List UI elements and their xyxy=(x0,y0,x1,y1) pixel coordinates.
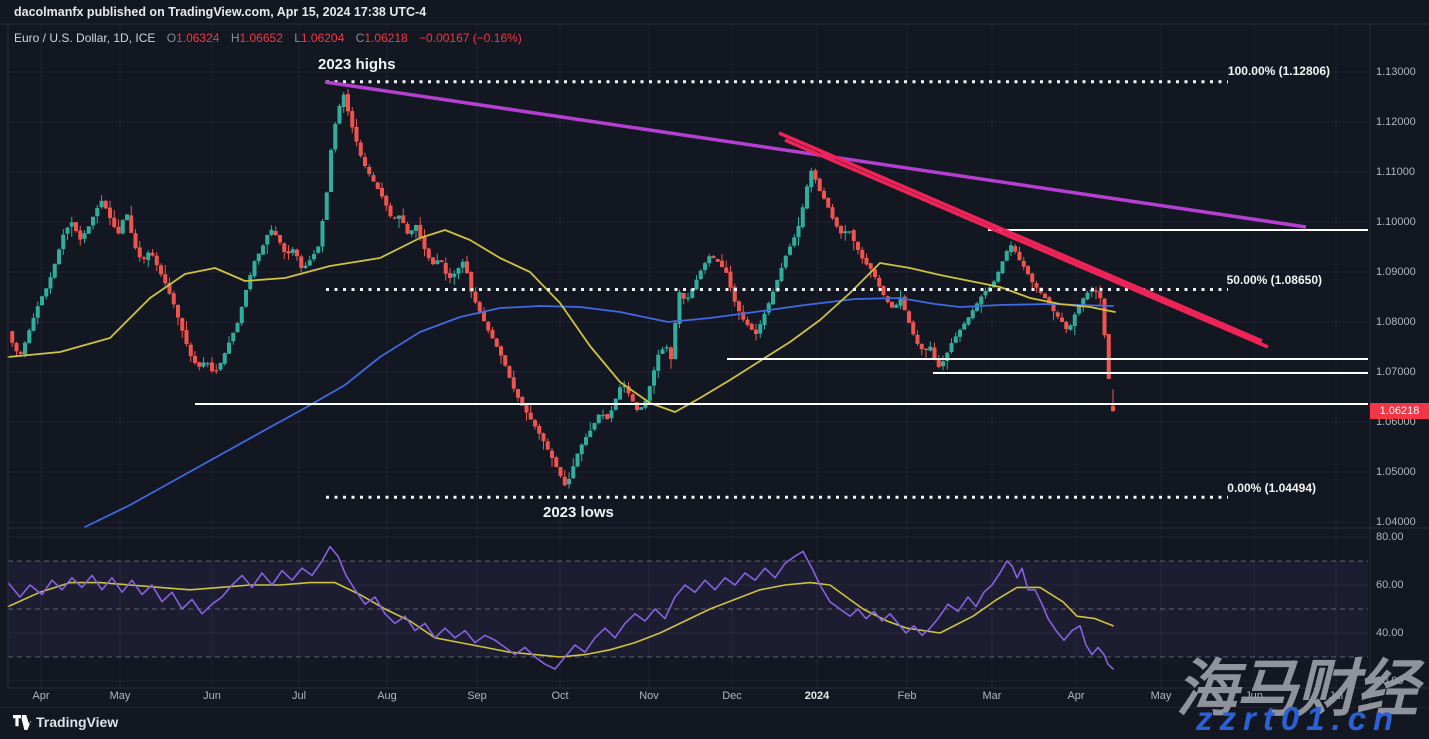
last-price-tag: 1.06218 xyxy=(1370,403,1429,419)
time-axis-label: Sep xyxy=(467,690,487,702)
time-axis-label: Jun xyxy=(1245,690,1263,702)
time-axis-label: 2024 xyxy=(804,690,830,702)
low-value: 1.06204 xyxy=(300,31,345,45)
watermark-chinese: 海马财经 xyxy=(1176,655,1418,724)
watermark-url: zzrt01.cn xyxy=(1196,700,1401,737)
axis-label: 1.11000 xyxy=(1376,166,1415,178)
fib-label-100: 100.00% (1.12806) xyxy=(1227,64,1330,78)
high-label: H xyxy=(230,31,240,45)
low-label: L xyxy=(294,31,301,45)
footer-brand-text[interactable]: TradingView xyxy=(36,714,119,730)
time-axis-label: May xyxy=(1150,690,1172,702)
axis-label: 1.10000 xyxy=(1376,216,1416,228)
time-axis-label: Apr xyxy=(32,690,50,702)
axis-label: 1.06000 xyxy=(1376,416,1416,428)
footer-bar: TradingView xyxy=(0,708,1429,739)
symbol-title: Euro / U.S. Dollar, 1D, ICE xyxy=(14,31,156,45)
symbol-info-bar: Euro / U.S. Dollar, 1D, ICE O1.06324 H1.… xyxy=(14,31,522,45)
axis-label: 80.00 xyxy=(1376,531,1404,543)
time-axis-label: Aug xyxy=(377,690,397,702)
attribution-bar: dacolmanfx published on TradingView.com,… xyxy=(14,5,427,19)
tradingview-logo-icon[interactable] xyxy=(13,715,31,730)
axis-label: 1.12000 xyxy=(1376,116,1416,128)
close-label: C xyxy=(355,31,365,45)
time-axis-label: May xyxy=(109,690,131,702)
axis-label: 1.07000 xyxy=(1376,366,1416,378)
open-label: O xyxy=(166,31,177,45)
high-value: 1.06652 xyxy=(239,31,283,45)
time-axis-label: Nov xyxy=(639,690,659,702)
time-axis-label: Oct xyxy=(551,690,569,702)
axis-label: 1.05000 xyxy=(1376,466,1416,478)
axis-label: 40.00 xyxy=(1376,627,1404,639)
time-axis-label: Dec xyxy=(722,690,742,702)
time-axis-label: Jul xyxy=(1328,690,1344,702)
time-axis-label: Feb xyxy=(897,690,917,702)
axis-label: 1.13000 xyxy=(1376,66,1416,78)
axis-label: 20.00 xyxy=(1376,675,1404,687)
time-axis-label: Apr xyxy=(1067,690,1085,702)
axis-label: 1.04000 xyxy=(1376,516,1416,528)
axis-label: 1.09000 xyxy=(1376,266,1416,278)
change-value: −0.00167 (−0.16%) xyxy=(419,31,522,45)
axis-label: 60.00 xyxy=(1376,579,1404,591)
time-axis-label: Mar xyxy=(982,690,1002,702)
axis-label: 1.08000 xyxy=(1376,316,1416,328)
open-value: 1.06324 xyxy=(176,31,220,45)
annotation-2023-lows: 2023 lows xyxy=(543,504,614,521)
annotation-2023-highs: 2023 highs xyxy=(318,56,396,73)
close-value: 1.06218 xyxy=(364,31,408,45)
fib-label-0: 0.00% (1.04494) xyxy=(1227,481,1316,495)
fib-label-50: 50.00% (1.08650) xyxy=(1226,273,1322,287)
time-axis-label: Jul xyxy=(291,690,307,702)
time-axis-label: Jun xyxy=(203,690,221,702)
